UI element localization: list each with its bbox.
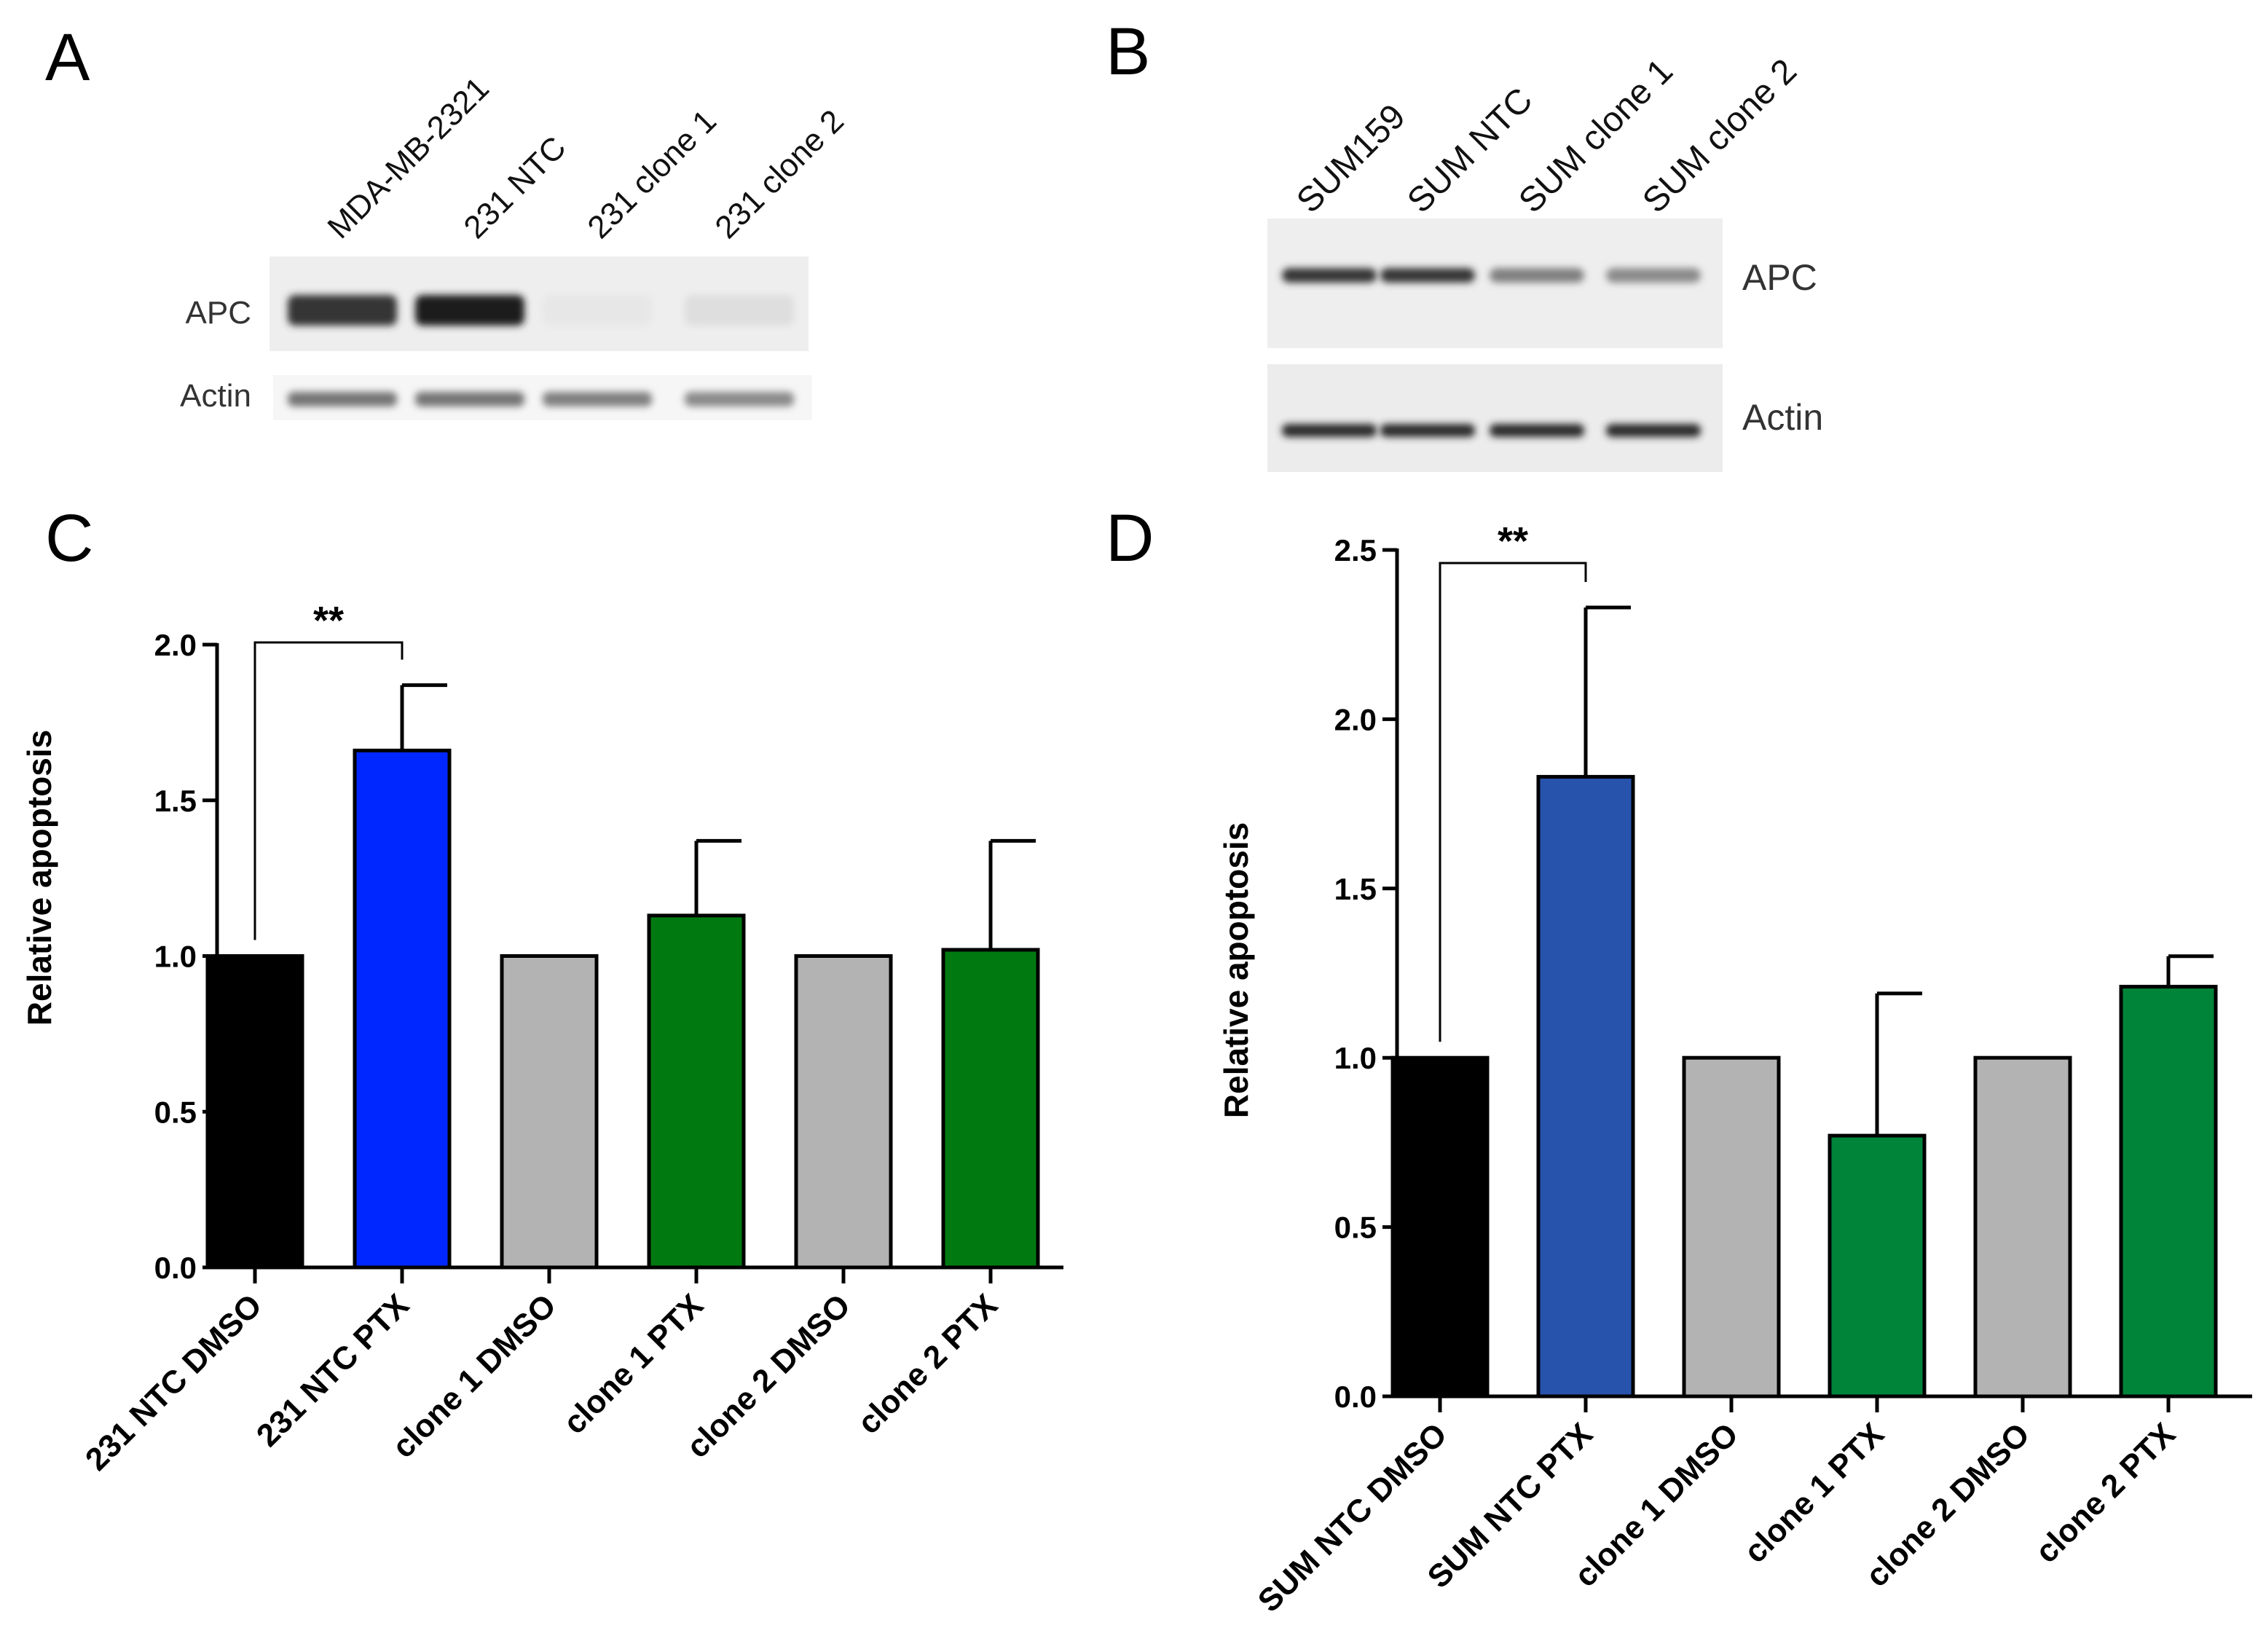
panel-a-letter: A bbox=[45, 20, 90, 95]
y-tick-label: 0.0 bbox=[1334, 1380, 1377, 1414]
panel-a-actin-label: Actin bbox=[180, 378, 251, 414]
lane-label: SUM159 bbox=[1289, 97, 1413, 221]
panel-d-letter: D bbox=[1106, 501, 1154, 575]
category-label: 231 NTC PTX bbox=[250, 1287, 416, 1453]
panel-b-apc-label: APC bbox=[1742, 257, 1817, 298]
panel-a-actin-bands bbox=[288, 392, 794, 406]
category-label: clone 1 PTX bbox=[1737, 1416, 1891, 1570]
bar bbox=[205, 954, 304, 1270]
actin-band bbox=[288, 392, 397, 406]
bar bbox=[1973, 1055, 2072, 1399]
panel-b-actin-strip bbox=[1267, 364, 1723, 472]
y-tick-label: 1.5 bbox=[1334, 872, 1377, 906]
actin-band bbox=[415, 392, 524, 406]
category-label: clone 1 PTX bbox=[556, 1287, 710, 1441]
panel-d-bar-chart: D 0.0 0.5 1.0 1.5 2.0 2.5 Relative apoptosis SU… bbox=[1106, 501, 2252, 1619]
panel-c-letter: C bbox=[45, 501, 93, 575]
significance-label: ** bbox=[1498, 519, 1528, 563]
actin-band bbox=[1606, 424, 1701, 437]
bar bbox=[794, 954, 893, 1270]
bar bbox=[1682, 1055, 1781, 1399]
panel-a-apc-bands bbox=[288, 295, 794, 326]
apc-band bbox=[1282, 268, 1377, 283]
chart-d-plot: 0.0 0.5 1.0 1.5 2.0 2.5 Relative apoptosis SUM … bbox=[1217, 519, 2252, 1619]
y-tick-label: 2.0 bbox=[1334, 702, 1377, 736]
lane-label: 231 clone 2 bbox=[708, 103, 851, 246]
significance-bracket bbox=[1439, 562, 1587, 1042]
panel-b-actin-bands bbox=[1282, 424, 1701, 437]
y-tick-label: 1.5 bbox=[154, 784, 197, 818]
apc-band bbox=[288, 295, 397, 326]
significance-bracket bbox=[253, 641, 404, 940]
category-label: 231 NTC DMSO bbox=[79, 1287, 269, 1477]
panel-c-bar-chart: C 0.0 0.5 1.0 1.5 2.0 Relative apoptosis 231 N… bbox=[20, 501, 1063, 1478]
y-tick-label: 1.0 bbox=[1334, 1041, 1377, 1075]
y-tick-label: 1.0 bbox=[154, 940, 197, 974]
significance-label: ** bbox=[313, 599, 344, 642]
y-tick-label: 0.5 bbox=[1334, 1211, 1377, 1245]
actin-band bbox=[1490, 424, 1584, 437]
bar bbox=[353, 748, 452, 1270]
bar bbox=[941, 948, 1040, 1270]
bar bbox=[2119, 985, 2218, 1399]
y-axis-label: Relative apoptosis bbox=[1217, 822, 1255, 1118]
chart-c-plot: 0.0 0.5 1.0 1.5 2.0 Relative apoptosis 231 NTC… bbox=[20, 599, 1063, 1478]
actin-band bbox=[685, 392, 794, 406]
panel-b-apc-bands bbox=[1282, 268, 1701, 283]
category-label: clone 2 PTX bbox=[851, 1287, 1004, 1441]
bar bbox=[647, 913, 746, 1270]
bar bbox=[1390, 1055, 1490, 1399]
apc-band bbox=[685, 295, 794, 326]
apc-band bbox=[1606, 268, 1701, 283]
y-tick-label: 2.5 bbox=[1334, 533, 1377, 567]
category-label: SUM NTC DMSO bbox=[1251, 1416, 1454, 1618]
bar bbox=[1828, 1133, 1927, 1399]
panel-b-actin-label: Actin bbox=[1742, 397, 1823, 438]
y-tick-label: 2.0 bbox=[154, 628, 197, 662]
actin-band bbox=[1282, 424, 1377, 437]
y-tick-label: 0.0 bbox=[154, 1251, 197, 1285]
y-tick-label: 0.5 bbox=[154, 1095, 197, 1129]
lane-label: 231 NTC bbox=[457, 130, 573, 245]
panel-b-letter: B bbox=[1106, 15, 1150, 89]
actin-band bbox=[543, 392, 652, 406]
apc-band bbox=[1490, 268, 1584, 283]
panel-a-apc-label: APC bbox=[186, 295, 251, 331]
bar bbox=[1536, 774, 1635, 1399]
panel-b-apc-strip bbox=[1267, 219, 1723, 348]
lane-label: 231 clone 1 bbox=[581, 103, 723, 246]
y-axis-label: Relative apoptosis bbox=[20, 730, 58, 1026]
category-label: clone 2 PTX bbox=[2029, 1416, 2182, 1570]
bar bbox=[500, 954, 599, 1270]
actin-band bbox=[1380, 424, 1475, 437]
apc-band bbox=[415, 295, 524, 326]
apc-band bbox=[1380, 268, 1475, 283]
apc-band bbox=[543, 295, 652, 326]
